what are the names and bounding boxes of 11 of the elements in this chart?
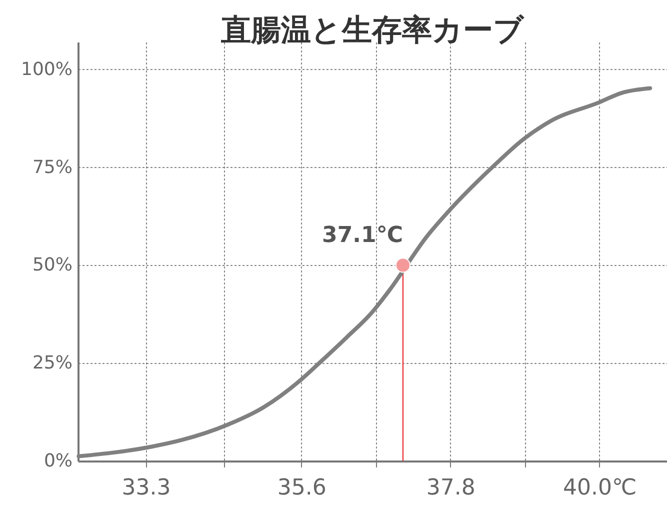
y-tick-label: 0% (44, 450, 72, 472)
x-tick-label: 33.3 (122, 476, 171, 500)
y-tick-label: 25% (32, 352, 72, 374)
chart-title: 直腸温と生存率カーブ (220, 13, 525, 48)
y-tick-label: 100% (21, 58, 72, 80)
x-tick-label: 37.8 (426, 476, 476, 500)
y-tick-label: 75% (32, 156, 72, 178)
annotation: 37.1℃ (322, 223, 403, 248)
x-tick-label: 40.0℃ (562, 476, 637, 500)
x-tick-label: 35.6 (277, 476, 326, 500)
y-tick-label: 50% (32, 254, 72, 276)
